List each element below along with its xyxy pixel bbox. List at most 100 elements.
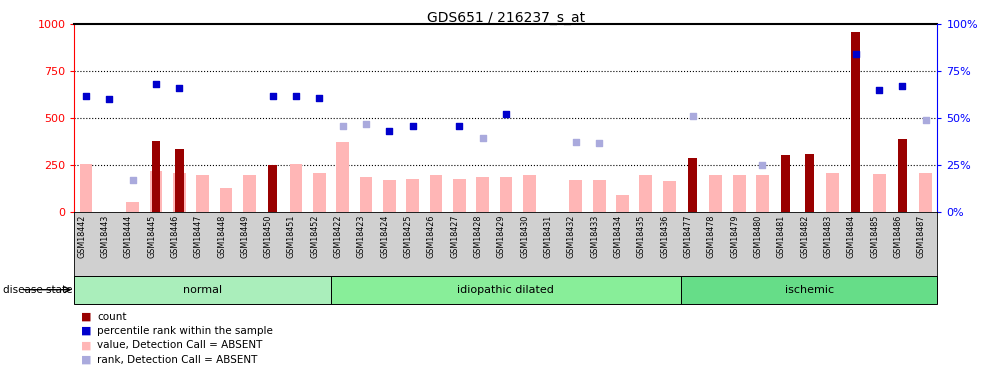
- Text: ■: ■: [81, 312, 92, 322]
- Bar: [79, 164, 92, 212]
- FancyBboxPatch shape: [681, 276, 937, 304]
- Text: GSM18435: GSM18435: [637, 214, 646, 258]
- Text: GSM18427: GSM18427: [450, 214, 459, 258]
- Text: GSM18452: GSM18452: [310, 214, 319, 258]
- Text: ■: ■: [81, 340, 92, 350]
- Text: GSM18434: GSM18434: [613, 214, 623, 258]
- Bar: [219, 188, 232, 212]
- Point: [358, 121, 374, 127]
- Text: GSM18445: GSM18445: [147, 214, 156, 258]
- Bar: [640, 176, 653, 212]
- Bar: [616, 195, 629, 212]
- Point: [148, 81, 164, 87]
- Text: GSM18423: GSM18423: [357, 214, 366, 258]
- Text: GDS651 / 216237_s_at: GDS651 / 216237_s_at: [427, 11, 585, 25]
- Text: GSM18447: GSM18447: [193, 214, 202, 258]
- Text: GSM18426: GSM18426: [427, 214, 435, 258]
- Point: [918, 117, 933, 123]
- Bar: [152, 141, 161, 212]
- Bar: [898, 139, 907, 212]
- Text: GSM18428: GSM18428: [473, 214, 482, 258]
- Text: GSM18430: GSM18430: [520, 214, 530, 258]
- Text: GSM18449: GSM18449: [240, 214, 249, 258]
- Bar: [196, 176, 209, 212]
- Text: GSM18433: GSM18433: [590, 214, 599, 258]
- Point: [684, 113, 700, 119]
- Point: [895, 83, 911, 89]
- Bar: [126, 202, 139, 212]
- Point: [755, 162, 771, 168]
- Point: [451, 123, 467, 129]
- Text: GSM18480: GSM18480: [754, 214, 763, 258]
- Bar: [709, 176, 722, 212]
- Bar: [476, 177, 489, 212]
- Text: GSM18436: GSM18436: [661, 214, 670, 258]
- Text: rank, Detection Call = ABSENT: rank, Detection Call = ABSENT: [97, 355, 258, 364]
- Point: [265, 93, 281, 99]
- Point: [498, 111, 514, 117]
- Bar: [805, 154, 813, 212]
- FancyBboxPatch shape: [74, 276, 331, 304]
- Bar: [173, 172, 186, 212]
- Bar: [430, 176, 442, 212]
- Text: GSM18444: GSM18444: [124, 214, 133, 258]
- Text: GSM18481: GSM18481: [777, 214, 786, 258]
- Point: [568, 139, 584, 145]
- Bar: [851, 32, 860, 212]
- Point: [591, 140, 607, 146]
- Bar: [663, 181, 676, 212]
- Point: [125, 177, 141, 183]
- Bar: [312, 173, 325, 212]
- Text: GSM18479: GSM18479: [730, 214, 739, 258]
- Text: GSM18448: GSM18448: [217, 214, 226, 258]
- Bar: [406, 179, 419, 212]
- Bar: [756, 176, 769, 212]
- Bar: [593, 180, 606, 212]
- Text: GSM18482: GSM18482: [801, 214, 809, 258]
- Text: idiopathic dilated: idiopathic dilated: [457, 285, 555, 295]
- Point: [101, 96, 117, 102]
- Point: [381, 128, 397, 134]
- Point: [172, 85, 187, 91]
- Point: [848, 51, 864, 57]
- Text: GSM18431: GSM18431: [544, 214, 553, 258]
- Text: GSM18424: GSM18424: [380, 214, 389, 258]
- Text: GSM18442: GSM18442: [77, 214, 86, 258]
- Bar: [268, 165, 277, 212]
- Bar: [383, 180, 396, 212]
- Bar: [873, 174, 886, 212]
- Point: [405, 123, 421, 129]
- Text: ■: ■: [81, 326, 92, 336]
- Text: GSM18478: GSM18478: [707, 214, 716, 258]
- Point: [288, 93, 304, 99]
- Bar: [243, 176, 256, 212]
- Bar: [688, 158, 697, 212]
- Text: GSM18483: GSM18483: [823, 214, 832, 258]
- Point: [871, 87, 887, 93]
- Text: value, Detection Call = ABSENT: value, Detection Call = ABSENT: [97, 340, 263, 350]
- Text: GSM18422: GSM18422: [333, 214, 342, 258]
- Bar: [733, 176, 746, 212]
- Text: ■: ■: [81, 355, 92, 364]
- Text: GSM18477: GSM18477: [683, 214, 692, 258]
- Bar: [336, 142, 349, 212]
- Text: GSM18446: GSM18446: [171, 214, 180, 258]
- Text: GSM18487: GSM18487: [917, 214, 926, 258]
- Text: ischemic: ischemic: [785, 285, 833, 295]
- Bar: [175, 149, 184, 212]
- Text: GSM18484: GSM18484: [847, 214, 856, 258]
- Point: [474, 135, 490, 141]
- Text: GSM18450: GSM18450: [264, 214, 273, 258]
- Text: normal: normal: [184, 285, 222, 295]
- Text: GSM18485: GSM18485: [870, 214, 879, 258]
- Bar: [290, 164, 303, 212]
- Bar: [826, 173, 839, 212]
- Point: [311, 94, 327, 100]
- Bar: [920, 173, 932, 212]
- Bar: [569, 180, 582, 212]
- Text: GSM18429: GSM18429: [497, 214, 506, 258]
- Bar: [150, 171, 163, 212]
- Bar: [523, 176, 536, 212]
- Bar: [500, 177, 512, 212]
- Text: count: count: [97, 312, 127, 322]
